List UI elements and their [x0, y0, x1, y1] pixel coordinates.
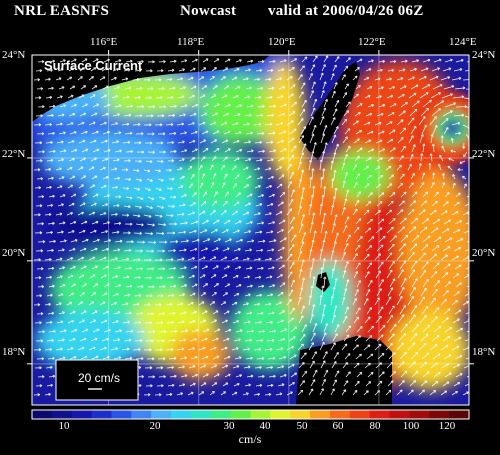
- lat-label-20-right: 20°N: [472, 247, 496, 259]
- reference-vector-box: [55, 359, 139, 401]
- lon-label-116: 116°E: [90, 36, 118, 48]
- lat-label-24-left: 24°N: [2, 49, 26, 61]
- colorbar-swatch: [310, 410, 331, 419]
- colorbar-swatch: [210, 410, 232, 419]
- colorbar-swatch: [32, 410, 53, 419]
- vector-arrows: [33, 55, 469, 397]
- colorbar-swatch: [190, 410, 212, 419]
- colorbar-swatch: [230, 410, 251, 419]
- colorbar-swatch: [91, 410, 112, 419]
- colorbar-label-100: 100: [402, 420, 420, 432]
- lon-label-118: 118°E: [177, 36, 205, 48]
- colorbar-swatch: [131, 410, 152, 419]
- lat-label-24-right: 24°N: [472, 49, 496, 61]
- lat-label-22-right: 22°N: [472, 148, 496, 160]
- colorbar-swatch: [51, 410, 73, 419]
- lon-label-122: 122°E: [358, 36, 386, 48]
- lon-label-120: 120°E: [268, 36, 296, 48]
- colorbar-swatch: [171, 410, 192, 419]
- lat-label-20-left: 20°N: [2, 247, 26, 259]
- colorbar-swatch: [449, 410, 470, 419]
- header-product: Nowcast: [180, 3, 237, 19]
- header-valid-time: valid at 2006/04/26 06Z: [268, 3, 424, 19]
- map-frame: [31, 54, 470, 406]
- colorbar-label-30: 30: [223, 420, 235, 432]
- colorbar-label-60: 60: [332, 420, 344, 432]
- current-vectors: [33, 55, 469, 397]
- colorbar-swatch: [389, 410, 410, 419]
- colorbar-swatch: [369, 410, 391, 419]
- header-agency: NRL EASNFS: [14, 3, 110, 19]
- lat-label-22-left: 22°N: [2, 148, 26, 160]
- colorbar-label-120: 120: [438, 420, 456, 432]
- china-coast: [32, 55, 270, 122]
- colorbar-swatch: [409, 410, 430, 419]
- axis-ticks: [27, 50, 474, 405]
- colorbar-swatch: [290, 410, 311, 419]
- speed-field: [32, 55, 469, 405]
- colorbar-label-80: 80: [369, 420, 381, 432]
- reference-vector-label: 20 cm/s: [78, 371, 121, 385]
- colorbar-swatch: [71, 410, 93, 419]
- colorbar-unit: cm/s: [238, 432, 262, 446]
- islet-land: [316, 272, 330, 292]
- lon-label-124: 124°E: [449, 36, 477, 48]
- map-title: Surface Current: [44, 58, 143, 73]
- colorbar-swatch: [329, 410, 351, 419]
- lat-label-18-left: 18°N: [2, 346, 26, 358]
- colorbar-label-10: 10: [58, 420, 70, 432]
- colorbar-swatch: [151, 410, 172, 419]
- colorbar-swatch: [270, 410, 291, 419]
- colorbar-label-50: 50: [296, 420, 308, 432]
- lat-label-18-right: 18°N: [472, 346, 496, 358]
- colorbar-frame: [31, 409, 470, 420]
- colorbar-swatch: [250, 410, 271, 419]
- colorbar-label-40: 40: [259, 420, 271, 432]
- colorbar-swatch: [429, 410, 450, 419]
- taiwan-land: [300, 62, 360, 160]
- luzon-land: [296, 336, 392, 405]
- colorbar-swatch: [111, 410, 132, 419]
- colorbar: [31, 409, 470, 420]
- colorbar-label-20: 20: [149, 420, 161, 432]
- colorbar-swatch: [349, 410, 371, 419]
